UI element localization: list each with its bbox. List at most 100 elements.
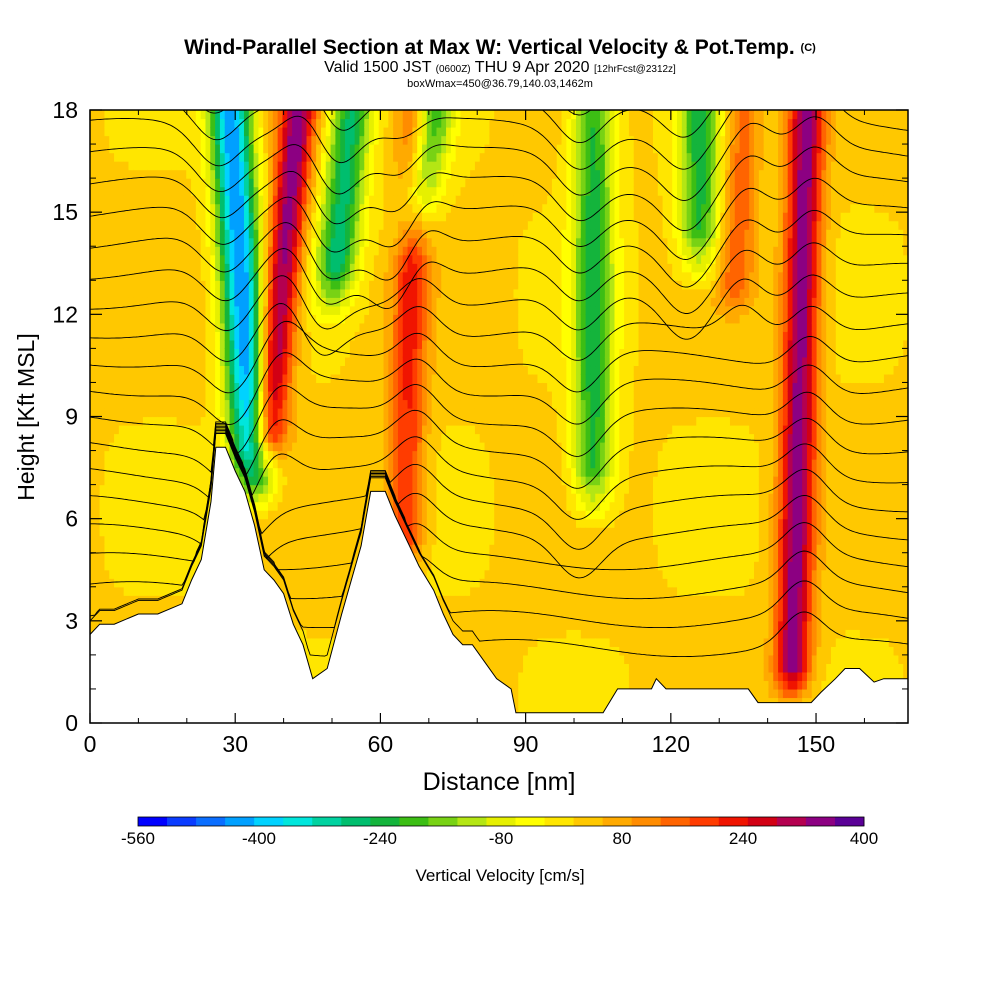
field-cell — [350, 195, 355, 204]
field-cell — [167, 442, 172, 451]
field-cell — [172, 519, 177, 528]
field-cell — [388, 110, 393, 119]
field-cell — [205, 451, 210, 460]
field-cell — [302, 493, 307, 502]
field-cell — [109, 348, 114, 357]
field-cell — [287, 178, 292, 187]
field-cell — [249, 170, 254, 179]
field-cell — [364, 280, 369, 289]
field-cell — [417, 399, 422, 408]
field-cell — [157, 357, 162, 366]
field-cell — [177, 331, 182, 340]
field-cell — [359, 221, 364, 230]
field-cell — [124, 119, 129, 128]
field-cell — [196, 348, 201, 357]
field-cell — [186, 527, 191, 536]
field-cell — [128, 297, 133, 306]
field-cell — [114, 246, 119, 255]
field-cell — [157, 246, 162, 255]
field-cell — [311, 621, 316, 630]
field-cell — [220, 127, 225, 136]
field-cell — [359, 136, 364, 145]
field-cell — [133, 255, 138, 264]
field-cell — [331, 204, 336, 213]
field-cell — [263, 187, 268, 196]
field-cell — [143, 110, 148, 119]
field-cell — [201, 417, 206, 426]
field-cell — [100, 604, 105, 613]
field-cell — [364, 468, 369, 477]
field-cell — [311, 663, 316, 672]
field-cell — [143, 604, 148, 613]
field-cell — [345, 221, 350, 230]
field-cell — [239, 238, 244, 247]
field-cell — [153, 357, 158, 366]
field-cell — [398, 187, 403, 196]
field-cell — [340, 459, 345, 468]
field-cell — [220, 204, 225, 213]
field-cell — [388, 255, 393, 264]
field-cell — [128, 280, 133, 289]
field-cell — [273, 144, 278, 153]
field-cell — [181, 297, 186, 306]
field-cell — [297, 314, 302, 323]
field-cell — [408, 263, 413, 272]
field-cell — [302, 127, 307, 136]
field-cell — [177, 144, 182, 153]
field-cell — [172, 544, 177, 553]
field-cell — [393, 306, 398, 315]
field-cell — [191, 280, 196, 289]
field-cell — [201, 238, 206, 247]
field-cell — [412, 289, 417, 298]
field-cell — [393, 425, 398, 434]
field-cell — [408, 365, 413, 374]
field-cell — [234, 144, 239, 153]
field-cell — [128, 110, 133, 119]
field-cell — [287, 136, 292, 145]
field-cell — [230, 348, 235, 357]
field-cell — [417, 280, 422, 289]
field-cell — [210, 195, 215, 204]
field-cell — [153, 442, 158, 451]
field-cell — [403, 221, 408, 230]
field-cell — [239, 297, 244, 306]
field-cell — [128, 255, 133, 264]
field-cell — [220, 289, 225, 298]
field-cell — [201, 119, 206, 128]
field-cell — [138, 527, 143, 536]
field-cell — [316, 153, 321, 162]
field-cell — [403, 365, 408, 374]
field-cell — [128, 561, 133, 570]
field-cell — [157, 110, 162, 119]
field-cell — [172, 153, 177, 162]
field-cell — [263, 263, 268, 272]
field-cell — [311, 119, 316, 128]
field-cell — [172, 468, 177, 477]
field-cell — [355, 382, 360, 391]
field-cell — [302, 570, 307, 579]
field-cell — [316, 314, 321, 323]
field-cell — [172, 417, 177, 426]
field-cell — [153, 187, 158, 196]
field-cell — [258, 178, 263, 187]
field-cell — [287, 391, 292, 400]
field-cell — [244, 459, 249, 468]
field-cell — [393, 280, 398, 289]
field-cell — [128, 442, 133, 451]
field-cell — [384, 127, 389, 136]
field-cell — [90, 408, 95, 417]
field-cell — [119, 451, 124, 460]
field-cell — [133, 357, 138, 366]
field-cell — [109, 595, 114, 604]
field-cell — [287, 187, 292, 196]
field-cell — [157, 297, 162, 306]
field-cell — [268, 399, 273, 408]
field-cell — [316, 178, 321, 187]
field-cell — [254, 399, 259, 408]
field-cell — [321, 255, 326, 264]
field-cell — [331, 144, 336, 153]
field-cell — [181, 510, 186, 519]
field-cell — [244, 442, 249, 451]
field-cell — [100, 527, 105, 536]
field-cell — [157, 314, 162, 323]
